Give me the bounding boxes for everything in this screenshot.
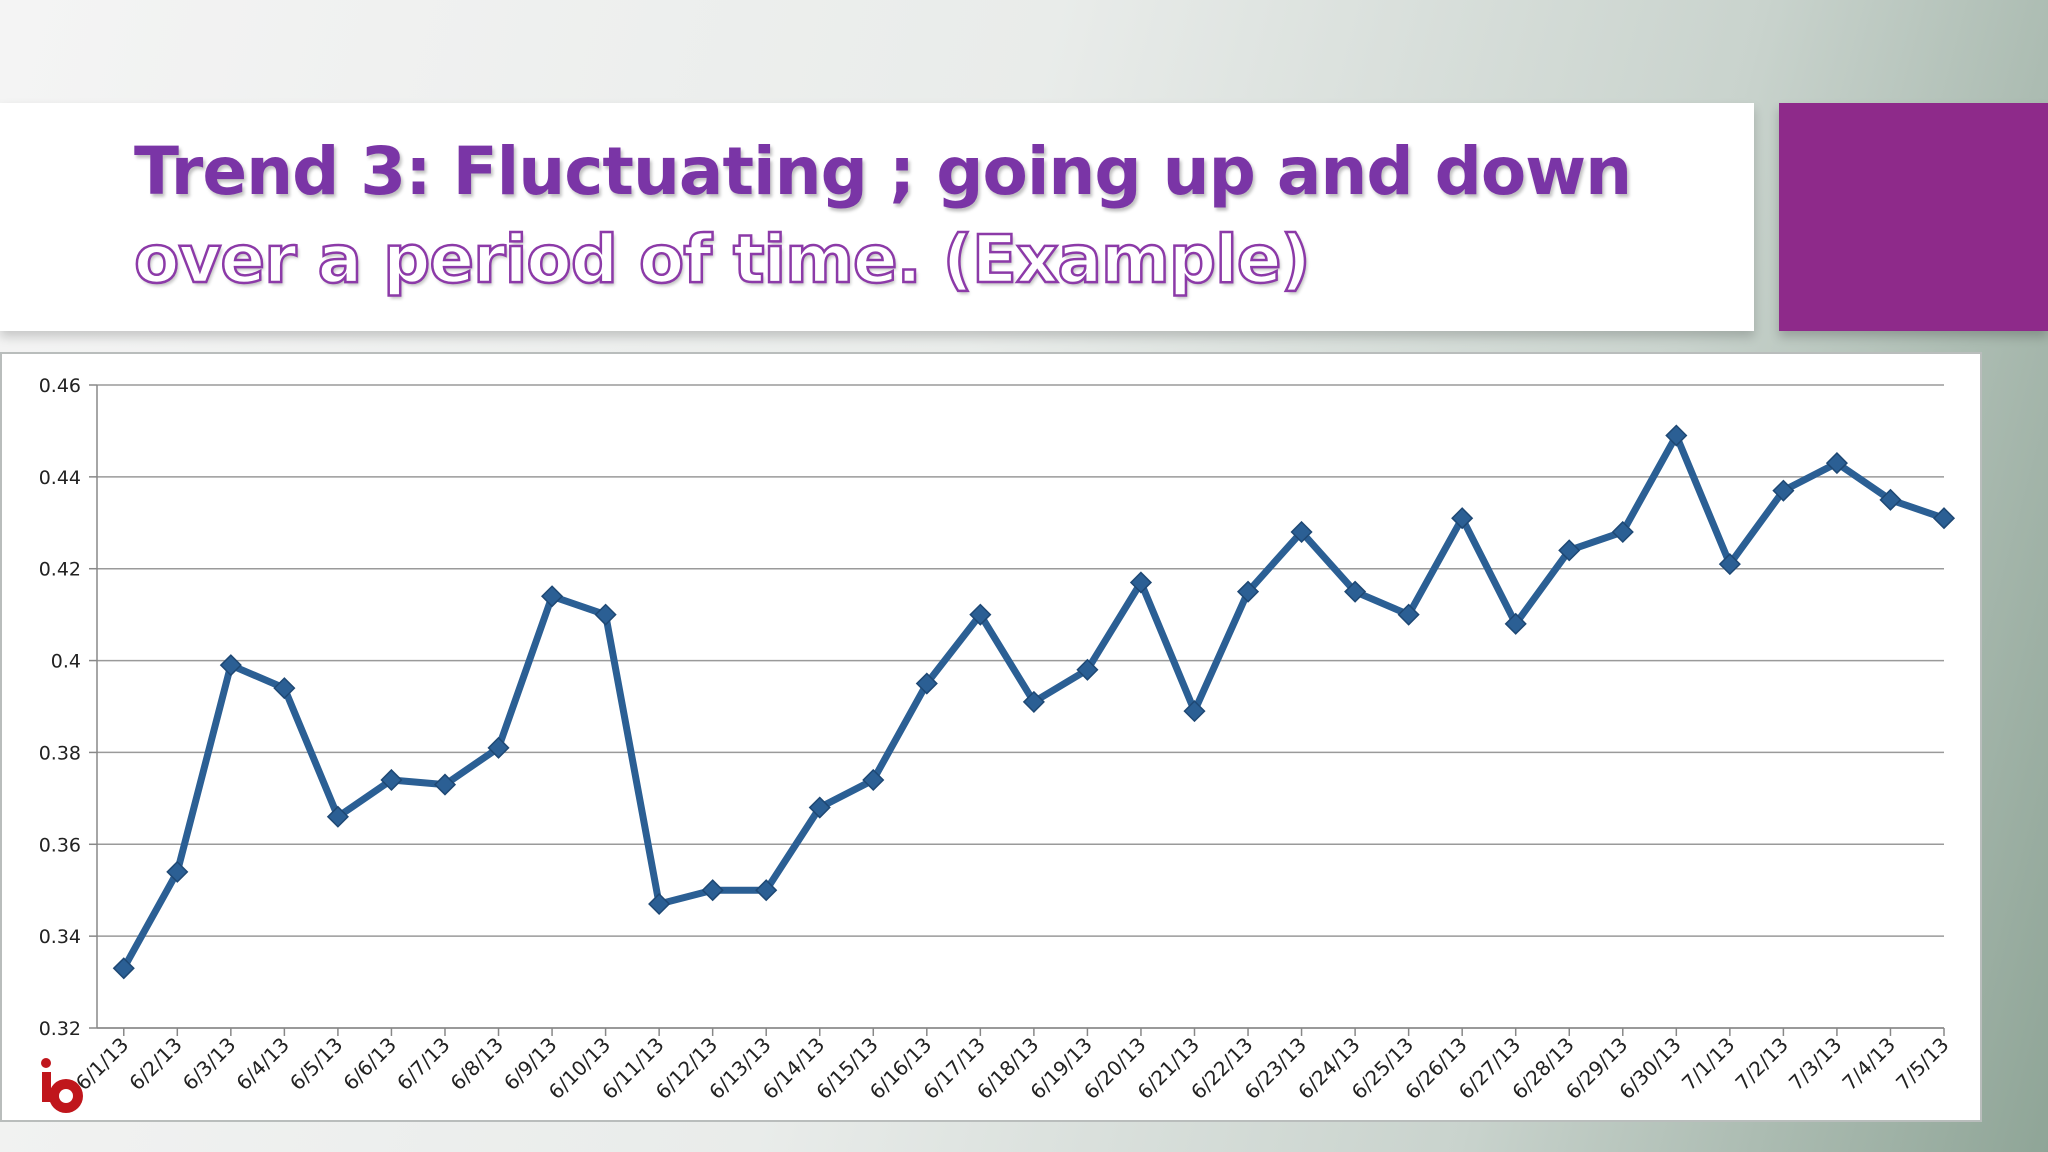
data-point — [1825, 452, 1848, 475]
data-point — [1344, 580, 1367, 603]
y-tick-label: 0.4 — [51, 651, 81, 673]
slide-title-outline: over a period of time. (Example) — [133, 220, 1312, 300]
data-point — [1022, 690, 1045, 713]
y-tick-label: 0.32 — [39, 1018, 81, 1040]
data-point — [166, 860, 189, 883]
chart-frame: 0.32 0.34 0.36 0.38 0.4 0.42 0.44 0.46 6/1/13 6/2… — [0, 352, 1982, 1122]
x-tick-label: 6/6/13 — [338, 1033, 400, 1095]
data-point — [648, 892, 671, 916]
data-point — [862, 768, 885, 792]
data-point — [755, 879, 778, 902]
title-band — [0, 103, 1754, 331]
data-point — [112, 957, 135, 980]
ielts-backup-logo — [34, 1054, 104, 1118]
x-tick-label: 7/1/13 — [1677, 1033, 1739, 1095]
y-tick-label: 0.42 — [39, 559, 81, 581]
data-point — [1236, 580, 1260, 603]
data-point — [1183, 700, 1206, 723]
data-point — [1558, 539, 1581, 562]
data-point — [1718, 553, 1741, 576]
x-tick-label: 7/2/13 — [1730, 1033, 1792, 1095]
data-point — [487, 736, 510, 759]
data-point — [1451, 507, 1474, 530]
data-point — [915, 672, 938, 695]
data-point — [1879, 488, 1902, 511]
data-point — [1290, 520, 1313, 544]
data-point — [433, 773, 457, 796]
slide-title: Trend 3: Fluctuating ; going up and down… — [133, 128, 1714, 304]
data-point — [1665, 424, 1688, 447]
y-tick-label: 0.44 — [39, 467, 81, 489]
data-point — [808, 796, 831, 819]
data-point — [380, 768, 403, 792]
slide-title-solid: Trend 3: Fluctuating ; going up and down — [134, 133, 1632, 210]
data-point — [1772, 479, 1795, 502]
x-tick-label: 6/5/13 — [285, 1033, 347, 1095]
x-tick-label: 6/4/13 — [231, 1033, 293, 1095]
data-point — [1397, 603, 1420, 626]
data-point — [540, 585, 564, 608]
x-tick-label: 7/5/13 — [1891, 1033, 1953, 1095]
data-point — [1932, 507, 1956, 530]
y-tick-label: 0.34 — [39, 926, 81, 948]
data-point — [1611, 520, 1634, 544]
data-point — [701, 879, 724, 902]
x-tick-label: 7/4/13 — [1838, 1033, 1900, 1095]
data-point — [969, 603, 992, 626]
y-tick-label: 0.36 — [39, 834, 81, 856]
line-chart: 0.320.340.360.380.40.420.440.466/1/136/2… — [39, 375, 1956, 1104]
data-point — [273, 677, 296, 700]
y-tick-label: 0.46 — [39, 375, 81, 397]
accent-box — [1779, 103, 2048, 331]
x-tick-label: 7/3/13 — [1784, 1033, 1846, 1095]
data-point — [1129, 571, 1153, 594]
data-point — [219, 654, 242, 677]
x-tick-label: 6/2/13 — [124, 1033, 186, 1095]
x-tick-label: 6/8/13 — [446, 1033, 508, 1095]
data-point — [326, 805, 349, 828]
y-tick-label: 0.38 — [39, 742, 81, 764]
x-tick-label: 6/7/13 — [392, 1033, 454, 1095]
data-point — [1504, 612, 1527, 635]
x-tick-label: 6/3/13 — [178, 1033, 240, 1095]
data-point — [594, 603, 617, 626]
data-point — [1076, 658, 1099, 681]
